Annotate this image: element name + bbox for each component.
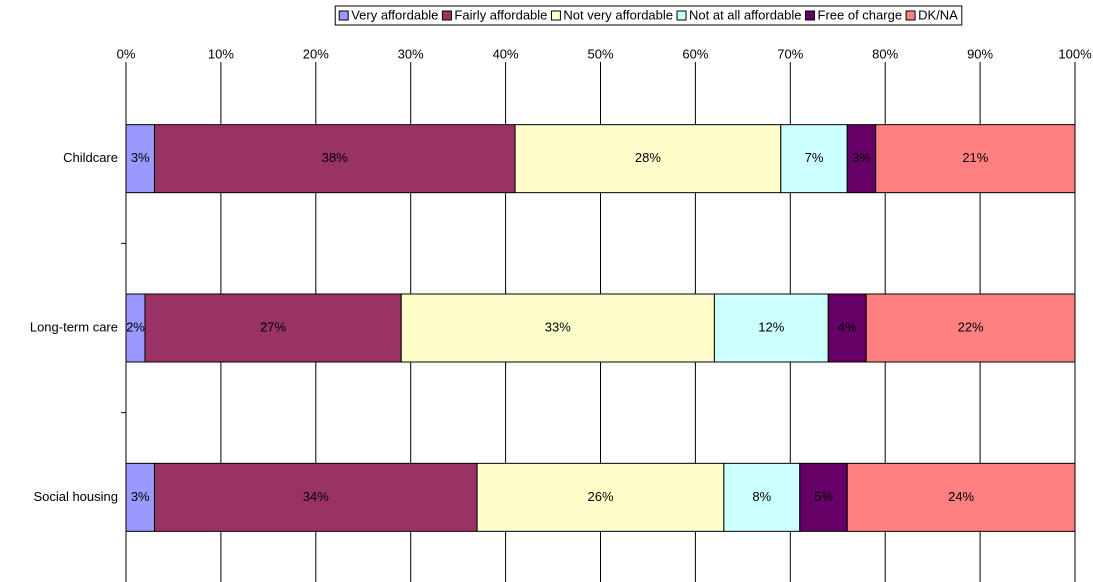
data-label: 3% [852,150,871,165]
bar-segment [153,462,478,532]
legend-swatch [905,10,916,21]
legend-label: Fairly affordable [454,7,547,22]
legend-label: Not at all affordable [689,7,802,22]
bar-segment [713,293,829,363]
data-label: 24% [948,489,974,504]
data-label: 12% [758,319,784,334]
y-tick-label: Social housing [33,489,118,504]
data-label: 5% [814,489,833,504]
data-label: 2% [126,319,145,334]
bar-segment [400,293,715,363]
x-tick-label: 20% [303,46,329,61]
data-label: 26% [587,489,613,504]
x-tick-label: 80% [872,46,898,61]
x-tick-label: 90% [967,46,993,61]
bar-segment [875,124,1076,194]
x-tick-label: 50% [587,46,613,61]
data-label: 3% [131,150,150,165]
data-label: 8% [752,489,771,504]
bar-segment [827,293,867,363]
bar-segment [723,462,801,532]
legend-label: Not very affordable [563,7,673,22]
legend-label: Very affordable [351,7,438,22]
x-tick-label: 10% [208,46,234,61]
data-label: 27% [260,319,286,334]
data-label: 21% [962,150,988,165]
bar-segment [865,293,1076,363]
bar-segment [799,462,848,532]
y-tick-label: Childcare [63,150,118,165]
data-label: 34% [303,489,329,504]
legend-label: DK/NA [918,7,958,22]
bar-segment [144,293,402,363]
y-tick-label: Long-term care [30,319,118,334]
legend-swatch [805,10,816,21]
data-label: 33% [545,319,571,334]
data-label: 38% [322,150,348,165]
legend-swatch [338,10,349,21]
data-label: 7% [805,150,824,165]
legend-swatch [441,10,452,21]
data-label: 3% [131,489,150,504]
data-label: 28% [635,150,661,165]
x-tick-label: 100% [1058,46,1092,61]
data-label: 22% [958,319,984,334]
legend-label: Free of charge [818,7,903,22]
data-label: 4% [838,319,857,334]
x-tick-label: 60% [682,46,708,61]
x-tick-label: 30% [398,46,424,61]
bar-segment [514,124,782,194]
legend-swatch [550,10,561,21]
x-tick-label: 40% [493,46,519,61]
x-tick-label: 70% [777,46,803,61]
x-tick-label: 0% [117,46,136,61]
bar-segment [846,462,1076,532]
legend-swatch [676,10,687,21]
